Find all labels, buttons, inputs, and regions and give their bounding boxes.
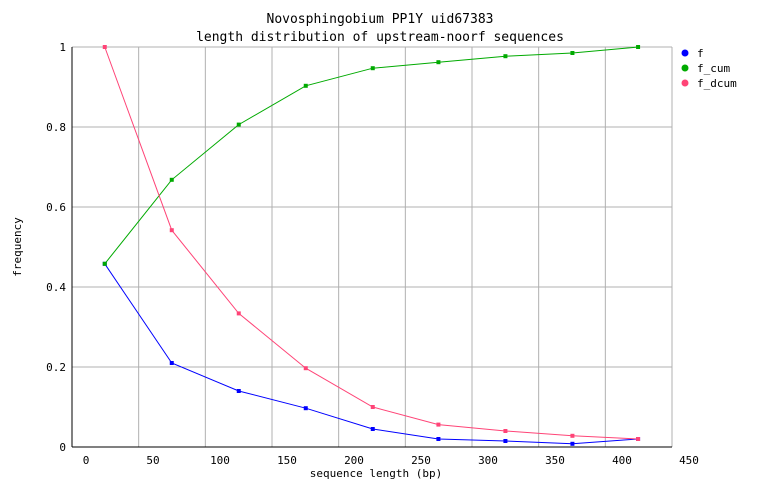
y-tick-label: 0.4	[46, 281, 66, 294]
legend-label-f_dcum: f_dcum	[697, 77, 737, 90]
x-tick-label: 100	[210, 454, 230, 467]
data-point-f_cum	[102, 261, 107, 266]
data-point-f_dcum	[436, 422, 441, 427]
data-point-f	[236, 389, 241, 393]
y-tick-label: 0.8	[46, 121, 66, 134]
x-tick-label: 50	[146, 454, 159, 467]
y-axis-label: frequency	[11, 217, 24, 277]
data-point-f_dcum	[236, 311, 241, 316]
legend-marker-f_dcum	[681, 79, 689, 87]
data-point-f_cum	[303, 83, 308, 88]
data-point-f_dcum	[102, 45, 107, 49]
x-tick-label: 0	[83, 454, 90, 467]
grid	[72, 46, 673, 447]
y-tick-label: 0.6	[46, 201, 66, 214]
data-point-f	[570, 441, 575, 446]
series-line-f	[104, 263, 639, 445]
legend: f f_cum f_dcum	[681, 47, 737, 90]
data-point-f	[503, 439, 508, 443]
legend-label-f_cum: f_cum	[697, 62, 730, 75]
legend-marker-f_cum	[681, 64, 689, 72]
x-tick-label: 450	[679, 454, 699, 467]
data-point-f_dcum	[169, 228, 174, 233]
x-tick-label: 250	[411, 454, 431, 467]
series-group	[102, 45, 641, 446]
data-point-f_cum	[370, 66, 375, 71]
y-tick-label: 0	[59, 441, 66, 454]
data-point-f	[169, 361, 174, 365]
data-point-f_dcum	[570, 433, 575, 438]
y-tick-label: 1	[59, 41, 66, 54]
data-point-f_cum	[503, 54, 508, 59]
tick-labels: 0 50 100 150 200 250 300 350 400 450 0 0.2 0.4 0.6 0.8…	[46, 41, 699, 467]
x-axis-label: sequence length (bp)	[310, 467, 442, 480]
data-point-f_cum	[169, 177, 174, 182]
data-point-f_cum	[636, 45, 641, 49]
x-tick-label: 350	[545, 454, 565, 467]
data-point-f_dcum	[636, 437, 641, 441]
data-point-f_cum	[570, 51, 575, 55]
chart-subtitle: length distribution of upstream-noorf se…	[196, 30, 564, 45]
data-point-f_dcum	[370, 405, 375, 409]
data-point-f	[370, 427, 375, 431]
legend-label-f: f	[697, 47, 704, 60]
data-point-f_dcum	[303, 366, 308, 371]
y-tick-label: 0.2	[46, 361, 66, 374]
series-line-f_cum	[104, 46, 639, 265]
x-tick-label: 150	[277, 454, 297, 467]
series-line-f_dcum	[104, 46, 639, 440]
axes	[71, 47, 672, 448]
chart-title: Novosphingobium PP1Y uid67383	[267, 12, 494, 27]
data-point-f	[303, 406, 308, 411]
x-tick-label: 400	[612, 454, 632, 467]
data-point-f_dcum	[503, 429, 508, 433]
data-point-f_cum	[236, 122, 241, 127]
legend-marker-f	[681, 49, 689, 57]
data-point-f_cum	[436, 60, 441, 65]
x-tick-label: 300	[478, 454, 498, 467]
x-tick-label: 200	[344, 454, 364, 467]
data-point-f	[436, 437, 441, 441]
